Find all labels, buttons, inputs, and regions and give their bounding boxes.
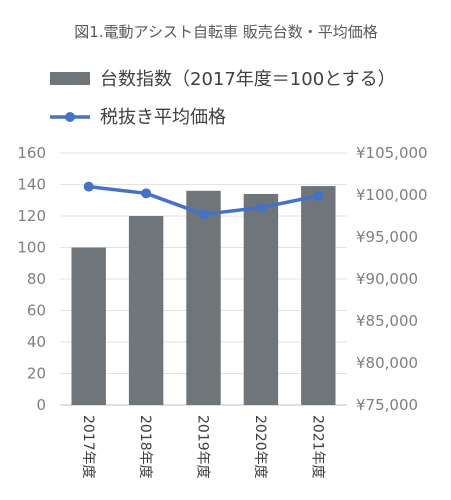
left-tick-label: 140 (17, 176, 46, 194)
left-tick-label: 80 (27, 270, 46, 288)
left-tick-label: 40 (27, 333, 46, 351)
bar (301, 186, 336, 405)
bar (71, 247, 106, 405)
bar (186, 190, 221, 405)
left-tick-label: 100 (17, 239, 46, 257)
bar (243, 193, 279, 405)
x-tick-label: 2019年度 (195, 415, 211, 479)
x-tick-label: 2021年度 (309, 415, 325, 479)
line-marker (83, 181, 94, 192)
right-tick-label: ¥90,000 (356, 270, 418, 288)
x-tick-label: 2018年度 (137, 415, 153, 479)
right-tick-label: ¥100,000 (356, 186, 428, 204)
right-tick-label: ¥95,000 (356, 228, 418, 246)
x-tick-label: 2017年度 (80, 415, 96, 479)
left-axis: 0 20 40 60 80 100 120 140 160 (17, 144, 46, 414)
right-tick-label: ¥85,000 (356, 312, 418, 330)
right-tick-label: ¥105,000 (356, 144, 428, 162)
legend-bar-label: 台数指数（2017年度＝100とする） (100, 69, 396, 90)
chart-title: 図1.電動アシスト自転車 販売台数・平均価格 (74, 23, 377, 41)
x-tick-label: 2020年度 (252, 415, 268, 479)
line-marker (141, 188, 152, 199)
legend-line-marker (65, 112, 75, 122)
bar-series (71, 186, 336, 405)
x-axis: 2017年度 2018年度 2019年度 2020年度 2021年度 (80, 415, 326, 479)
legend-line-label: 税抜き平均価格 (100, 107, 226, 128)
legend: 台数指数（2017年度＝100とする） 税抜き平均価格 (50, 69, 396, 128)
line-marker (255, 202, 266, 213)
right-axis: ¥75,000 ¥80,000 ¥85,000 ¥90,000 ¥95,000 ¥100,… (356, 144, 428, 414)
left-tick-label: 60 (27, 302, 46, 320)
left-tick-label: 160 (17, 144, 46, 162)
left-tick-label: 0 (36, 396, 46, 414)
legend-bar-swatch (50, 72, 90, 85)
bar (128, 216, 164, 405)
right-tick-label: ¥75,000 (356, 396, 418, 414)
line-marker (313, 190, 324, 201)
left-tick-label: 120 (17, 207, 46, 225)
line-marker (198, 209, 209, 220)
line-series (83, 181, 324, 220)
left-tick-label: 20 (27, 365, 46, 383)
right-tick-label: ¥80,000 (356, 354, 418, 372)
